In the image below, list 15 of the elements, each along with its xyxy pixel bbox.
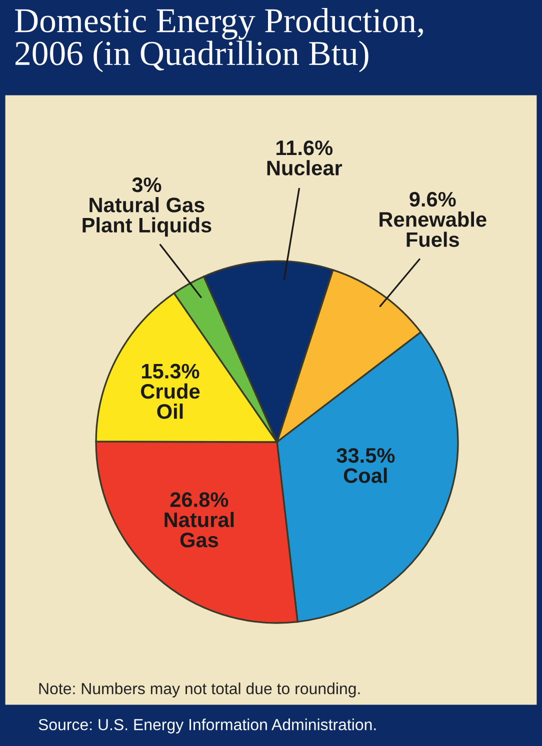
slice-label: Crude Oil: [141, 383, 200, 419]
data-label: 33.5%: [336, 448, 395, 463]
text: Note: Numbers may not total due to rounding.: [39, 682, 360, 698]
data-label: 15.3%: [142, 364, 200, 379]
slice-label: Renewable Fuels: [380, 212, 486, 248]
slice-label: Natural Gas Plant Liquids: [82, 197, 212, 237]
data-label: 9.6%: [410, 192, 456, 207]
data-label: 11.6%: [276, 140, 333, 156]
data-label: 26.8%: [170, 492, 228, 508]
chart-title: Domestic Energy Production, 2006 (in Quadrillion Btu): [15, 8, 423, 72]
source-note: Source: U.S. Energy Information Administration.: [38, 718, 376, 734]
slice-label: Nuclear: [267, 160, 342, 176]
slice-label: Coal: [344, 468, 387, 484]
data-label: 3%: [132, 177, 162, 192]
slice-label: Natural Gas: [164, 512, 234, 548]
